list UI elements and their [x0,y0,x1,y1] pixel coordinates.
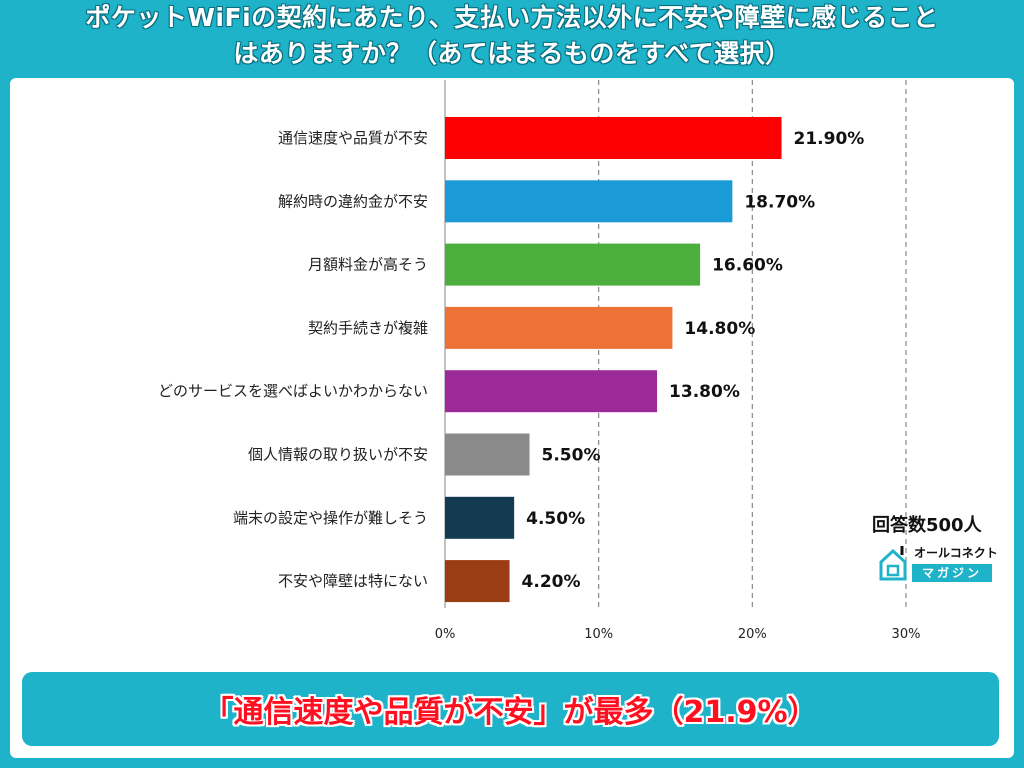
category-label: 月額料金が高そう [308,256,428,274]
brand-logo: オールコネクト マガジン [878,542,998,586]
data-label: 21.90% [794,129,865,149]
summary-banner: 「通信速度や品質が不安」が最多（21.9%） [22,672,999,746]
x-tick-label: 20% [738,627,767,642]
bar [445,433,530,476]
data-label: 4.20% [522,572,581,592]
bar [445,180,733,223]
logo-text-top: オールコネクト [914,546,998,560]
x-tick-label: 10% [584,627,613,642]
x-tick-label: 30% [892,627,921,642]
bar [445,496,515,539]
title-line-2: はありますか？（あてはまるものをすべて選択） [233,39,791,68]
data-label: 4.50% [526,509,585,529]
x-tick-label: 0% [435,627,456,642]
category-label: 不安や障壁は特にない [278,572,428,590]
category-label: 契約手続きが複雑 [308,319,428,337]
title-line-1: ポケットWiFiの契約にあたり、支払い方法以外に不安や障壁に感じること [85,3,939,32]
respondent-count: 回答数500人 [872,515,982,536]
chart-title: ポケットWiFiの契約にあたり、支払い方法以外に不安や障壁に感じること はありま… [0,0,1024,76]
summary-banner-text: 「通信速度や品質が不安」が最多（21.9%） [203,695,818,730]
data-label: 13.80% [669,382,740,402]
bar [445,306,673,349]
bar [445,370,658,413]
data-label: 14.80% [684,319,755,339]
house-icon [879,546,907,581]
category-label: 通信速度や品質が不安 [278,129,428,147]
category-label: 解約時の違約金が不安 [278,192,428,210]
logo-text-bottom: マガジン [912,564,992,582]
data-label: 16.60% [712,256,783,276]
data-label: 18.70% [744,192,815,212]
category-label: 個人情報の取り扱いが不安 [248,446,428,464]
bar [445,560,510,603]
data-label: 5.50% [542,446,601,466]
bar [445,117,782,159]
category-label: どのサービスを選べばよいかわからない [158,382,428,400]
category-label: 端末の設定や操作が難しそう [233,509,428,527]
bar [445,243,701,286]
